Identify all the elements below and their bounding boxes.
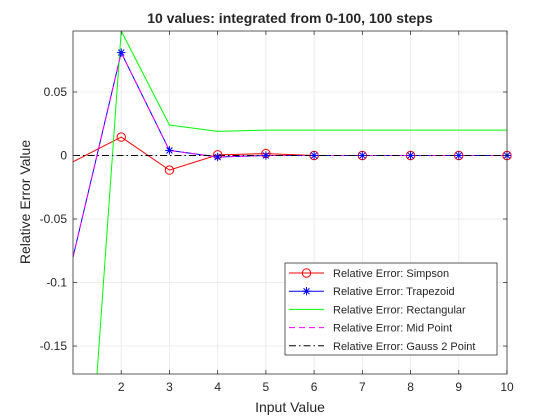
legend-label: Relative Error: Rectangular [333, 304, 466, 316]
y-tick-label: -0.15 [40, 339, 68, 353]
legend-label: Relative Error: Gauss 2 Point [333, 341, 475, 353]
x-tick-label: 6 [311, 380, 318, 394]
x-tick-label: 4 [214, 380, 221, 394]
series-lines [73, 31, 507, 374]
legend-label: Relative Error: Simpson [333, 268, 449, 280]
legend: Relative Error: Simpson Relative Error: T… [284, 262, 498, 356]
legend-marker [301, 268, 312, 278]
chart-title: 10 values: integrated from 0-100, 100 st… [147, 10, 433, 26]
data-point-trapezoid [358, 151, 367, 160]
legend-label: Relative Error: Mid Point [333, 323, 452, 335]
legend-item-simpson: Relative Error: Simpson [289, 268, 449, 280]
x-tick-label: 5 [263, 380, 270, 394]
x-tick-label: 10 [500, 380, 514, 394]
legend-item-gauss-2-point: Relative Error: Gauss 2 Point [289, 341, 475, 353]
data-point-trapezoid [261, 151, 271, 160]
x-tick-label: 9 [455, 380, 462, 394]
data-point-simpson [164, 165, 175, 175]
data-point-simpson [116, 132, 126, 142]
data-point-trapezoid [406, 151, 415, 160]
data-point-trapezoid [213, 152, 222, 162]
series-line-rectangular [96, 31, 507, 374]
x-axis: 2 3 4 5 6 7 8 9 10 [118, 31, 514, 394]
series-line-mid-point [73, 51, 507, 258]
legend-item-mid-point: Relative Error: Mid Point [289, 323, 452, 335]
x-axis-label: Input Value [255, 399, 325, 415]
data-point-trapezoid [309, 151, 319, 160]
y-tick-label: -0.05 [40, 212, 68, 226]
legend-label: Relative Error: Trapezoid [333, 286, 455, 298]
x-tick-label: 3 [166, 380, 173, 394]
y-tick-label: 0.05 [44, 85, 68, 99]
data-point-trapezoid [454, 151, 463, 160]
series-markers [116, 48, 512, 175]
x-tick-label: 7 [359, 380, 366, 394]
y-axis: 0.05 0 -0.05 -0.1 -0.15 [40, 85, 507, 353]
y-axis-label: Relative Error Value [17, 140, 33, 264]
y-tick-label: -0.1 [46, 276, 67, 290]
y-tick-label: 0 [60, 148, 67, 162]
x-tick-label: 8 [407, 380, 414, 394]
legend-marker [302, 287, 311, 296]
axes-box [72, 30, 508, 375]
x-tick-label: 2 [118, 380, 125, 394]
legend-item-trapezoid: Relative Error: Trapezoid [289, 286, 455, 298]
data-point-trapezoid [117, 48, 126, 57]
legend-item-rectangular: Relative Error: Rectangular [289, 304, 466, 316]
data-point-trapezoid [165, 146, 174, 155]
